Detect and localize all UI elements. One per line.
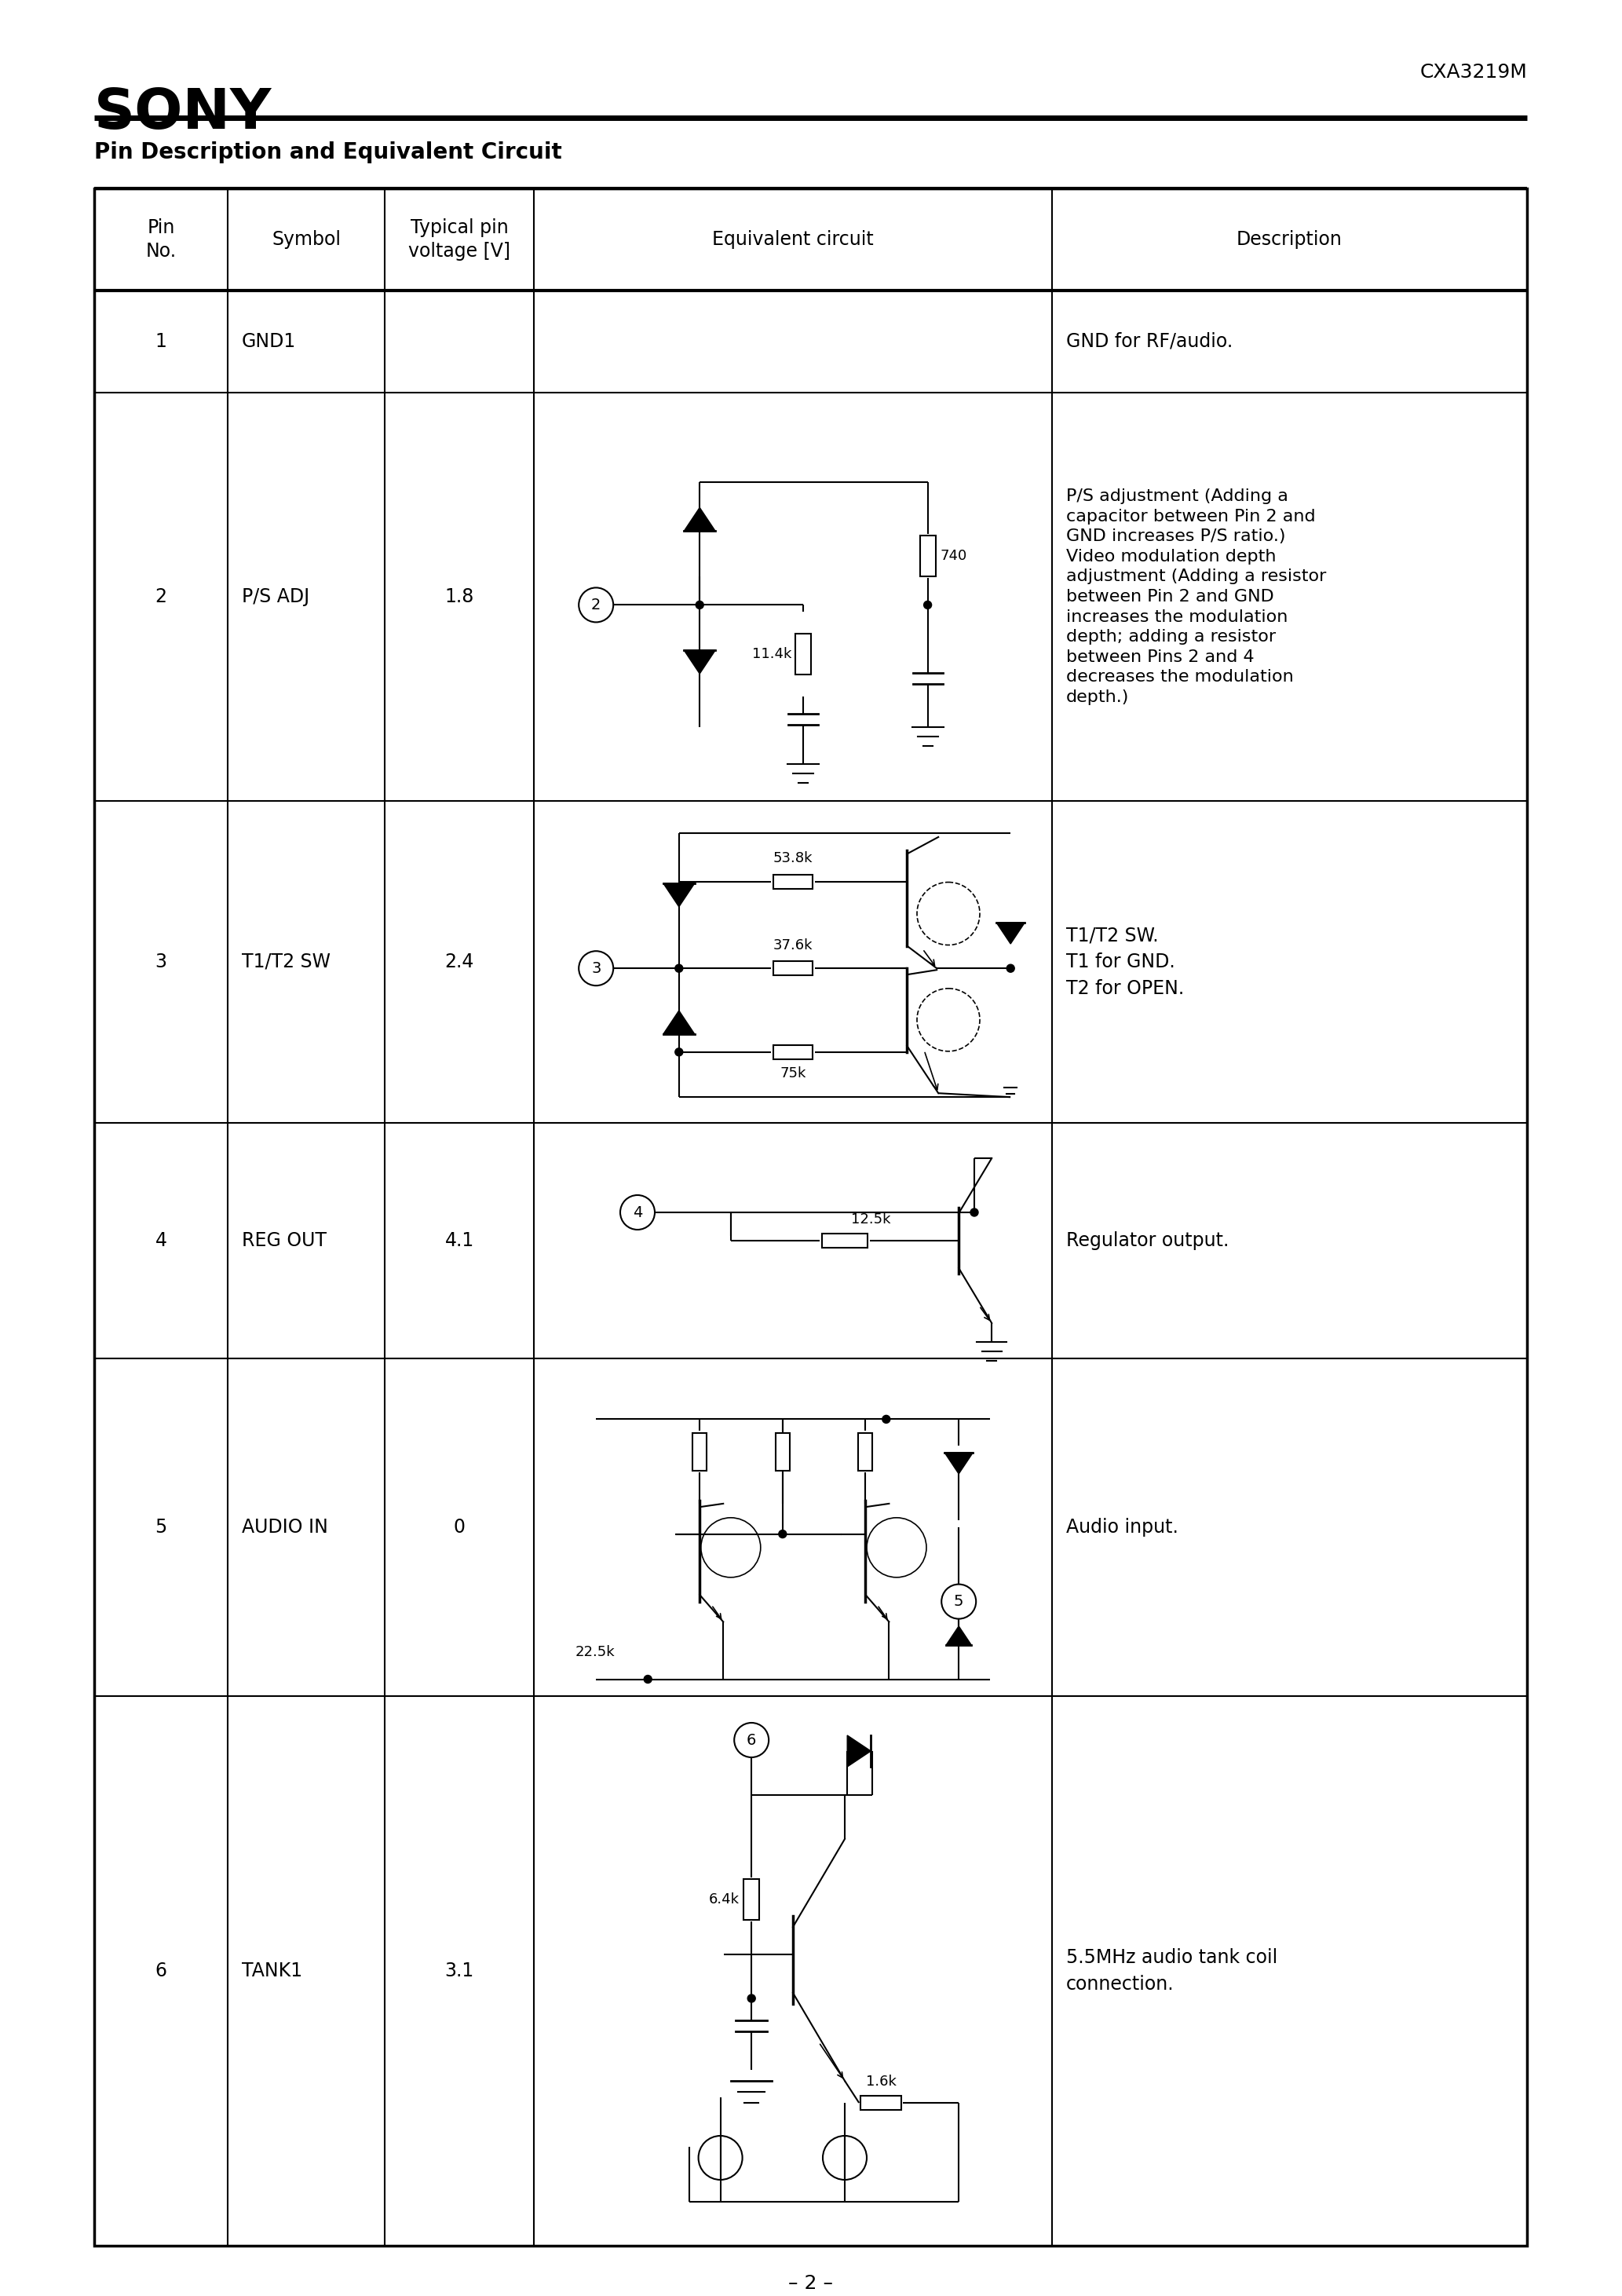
Circle shape	[1007, 964, 1014, 971]
Text: 5: 5	[954, 1593, 963, 1609]
Polygon shape	[847, 1736, 871, 1766]
Bar	[774, 1045, 813, 1058]
Text: 2: 2	[590, 597, 600, 613]
Text: 1: 1	[156, 333, 167, 351]
Text: Symbol: Symbol	[271, 230, 341, 248]
Bar	[861, 2096, 902, 2110]
Text: 5: 5	[156, 1518, 167, 1536]
Text: 22.5k: 22.5k	[576, 1646, 615, 1660]
Text: 740: 740	[941, 549, 967, 563]
Polygon shape	[946, 1626, 972, 1644]
Circle shape	[925, 602, 931, 608]
Text: 0: 0	[454, 1518, 466, 1536]
Text: 11.4k: 11.4k	[753, 647, 792, 661]
Circle shape	[779, 1529, 787, 1538]
Text: Regulator output.: Regulator output.	[1066, 1231, 1229, 1249]
Circle shape	[675, 964, 683, 971]
Text: 53.8k: 53.8k	[774, 852, 813, 866]
Text: 37.6k: 37.6k	[774, 939, 813, 953]
Text: 4: 4	[633, 1205, 642, 1219]
Polygon shape	[684, 507, 715, 530]
Text: 12.5k: 12.5k	[852, 1212, 890, 1226]
Text: 75k: 75k	[780, 1065, 806, 1081]
Circle shape	[748, 1995, 756, 2002]
Text: Equivalent circuit: Equivalent circuit	[712, 230, 874, 248]
Text: 2.4: 2.4	[444, 953, 474, 971]
Text: 6: 6	[746, 1733, 756, 1747]
Text: T1/T2 SW: T1/T2 SW	[242, 953, 331, 971]
Bar	[858, 1433, 873, 1472]
Polygon shape	[996, 923, 1025, 944]
Text: SONY: SONY	[94, 87, 272, 140]
Text: TANK1: TANK1	[242, 1961, 302, 1981]
Text: T1/T2 SW.
T1 for GND.
T2 for OPEN.: T1/T2 SW. T1 for GND. T2 for OPEN.	[1066, 925, 1184, 999]
Text: AUDIO IN: AUDIO IN	[242, 1518, 328, 1536]
Text: 1.8: 1.8	[444, 588, 474, 606]
Polygon shape	[684, 650, 715, 673]
Bar	[822, 1233, 868, 1247]
Text: Audio input.: Audio input.	[1066, 1518, 1178, 1536]
Circle shape	[970, 1208, 978, 1217]
Circle shape	[696, 602, 704, 608]
Bar	[693, 1433, 707, 1472]
Text: REG OUT: REG OUT	[242, 1231, 326, 1249]
Text: 2: 2	[156, 588, 167, 606]
Text: 6.4k: 6.4k	[709, 1892, 740, 1906]
Text: 1.6k: 1.6k	[866, 2076, 897, 2089]
Text: Description: Description	[1236, 230, 1343, 248]
Text: 3: 3	[156, 953, 167, 971]
Bar	[743, 1878, 759, 1919]
Bar	[774, 962, 813, 976]
Polygon shape	[944, 1453, 973, 1474]
Text: GND for RF/audio.: GND for RF/audio.	[1066, 333, 1233, 351]
Bar	[774, 875, 813, 889]
Circle shape	[882, 1414, 890, 1424]
Circle shape	[644, 1676, 652, 1683]
Text: – 2 –: – 2 –	[788, 2273, 834, 2294]
Text: 3.1: 3.1	[444, 1961, 474, 1981]
Text: 3: 3	[590, 962, 600, 976]
Bar	[94, 188, 1526, 2245]
Text: CXA3219M: CXA3219M	[1419, 62, 1526, 83]
Text: Pin
No.: Pin No.	[146, 218, 177, 259]
Text: GND1: GND1	[242, 333, 297, 351]
Polygon shape	[663, 1010, 694, 1033]
Text: 4.1: 4.1	[444, 1231, 474, 1249]
Polygon shape	[663, 884, 694, 907]
Text: 6: 6	[156, 1961, 167, 1981]
Circle shape	[675, 1047, 683, 1056]
Text: P/S adjustment (Adding a
capacitor between Pin 2 and
GND increases P/S ratio.)
V: P/S adjustment (Adding a capacitor betwe…	[1066, 489, 1327, 705]
Text: Pin Description and Equivalent Circuit: Pin Description and Equivalent Circuit	[94, 142, 561, 163]
Text: Typical pin
voltage [V]: Typical pin voltage [V]	[409, 218, 511, 259]
Bar	[920, 535, 936, 576]
Text: 4: 4	[156, 1231, 167, 1249]
Text: P/S ADJ: P/S ADJ	[242, 588, 310, 606]
Bar	[775, 1433, 790, 1472]
Bar	[795, 634, 811, 675]
Text: 5.5MHz audio tank coil
connection.: 5.5MHz audio tank coil connection.	[1066, 1949, 1278, 1993]
